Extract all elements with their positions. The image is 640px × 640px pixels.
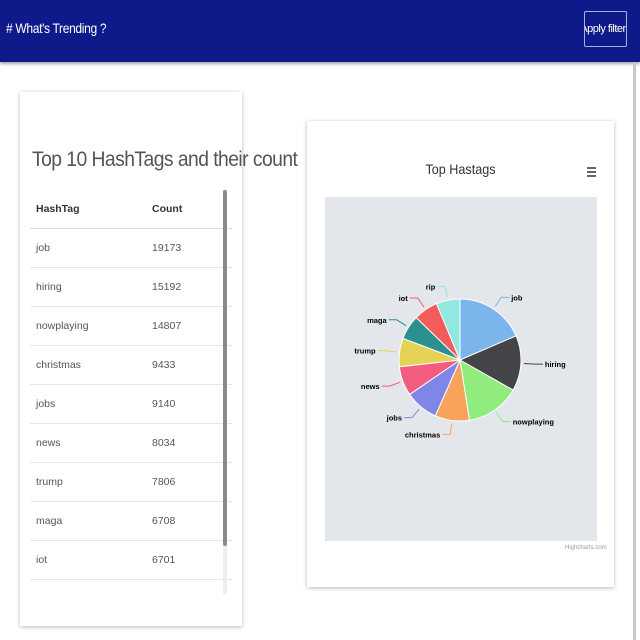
table-scrollbar[interactable] (223, 190, 227, 594)
hashtag-table: HashTag Count job 19173 hiring 15192 nowplay… (30, 190, 232, 580)
connector-news (381, 381, 401, 387)
table-row: news 8034 (30, 423, 232, 463)
data-label-hiring: hiring (545, 360, 566, 369)
table-row: maga 6708 (30, 501, 232, 541)
count-cell: 6701 (146, 540, 232, 580)
table-row: trump 7806 (30, 462, 232, 502)
pie-slice-hiring[interactable] (458, 335, 522, 391)
column-header-count: Count (146, 190, 232, 229)
hamburger-menu-icon[interactable] (587, 167, 596, 179)
connector-hiring (523, 362, 543, 365)
connector-job (494, 296, 510, 307)
connector-nowplaying (496, 412, 511, 423)
data-label-news: news (361, 382, 380, 391)
hashtag-cell: jobs (30, 384, 146, 424)
hashtag-cell: hiring (30, 267, 146, 307)
connector-jobs (404, 408, 420, 419)
chart-plot-area: job hiring nowplaying christmas jobs news trum… (325, 197, 597, 541)
hashtag-cell: job (30, 228, 146, 268)
apply-filters-button[interactable]: Apply filters (584, 11, 627, 47)
count-cell: 19173 (146, 228, 232, 268)
count-cell: 9433 (146, 345, 232, 385)
connector-rip (437, 285, 448, 298)
count-cell: 14807 (146, 306, 232, 346)
count-cell: 9140 (146, 384, 232, 424)
connector-maga (388, 319, 407, 327)
pie-slice-job[interactable] (459, 298, 517, 361)
data-label-jobs: jobs (386, 414, 402, 423)
data-label-christmas: christmas (405, 430, 440, 439)
chart-card: Top Hastags job hiring nowplaying christmas… (307, 121, 614, 587)
table-header-row: HashTag Count (30, 190, 232, 229)
hashtag-cell: iot (30, 540, 146, 580)
navbar: # What's Trending ? Apply filters (0, 0, 640, 62)
table-row: jobs 9140 (30, 384, 232, 424)
data-label-rip: rip (426, 282, 436, 291)
hashtag-cell: trump (30, 462, 146, 502)
app-title: # What's Trending ? (6, 20, 107, 36)
table-scrollbar-thumb[interactable] (223, 190, 227, 546)
hashtag-cell: maga (30, 501, 146, 541)
data-label-maga: maga (367, 316, 387, 325)
data-label-nowplaying: nowplaying (513, 418, 555, 427)
table-row: nowplaying 14807 (30, 306, 232, 346)
hashtag-cell: nowplaying (30, 306, 146, 346)
connector-christmas (442, 423, 453, 435)
chart-title: Top Hastags (425, 161, 496, 177)
table-row: hiring 15192 (30, 267, 232, 307)
table-row: christmas 9433 (30, 345, 232, 385)
table-scroll-area: HashTag Count job 19173 hiring 15192 nowplay… (30, 190, 240, 592)
data-label-iot: iot (399, 294, 409, 303)
chart-credits[interactable]: Highcharts.com (565, 545, 607, 551)
page-scrollbar[interactable] (633, 62, 636, 640)
hashtag-cell: christmas (30, 345, 146, 385)
data-label-job: job (510, 293, 523, 302)
table-row: iot 6701 (30, 540, 232, 580)
data-label-trump: trump (354, 347, 376, 356)
pie-slice-nowplaying[interactable] (459, 359, 514, 421)
count-cell: 6708 (146, 501, 232, 541)
pie-slice-rip[interactable] (435, 298, 461, 361)
hashtag-cell: news (30, 423, 146, 463)
connector-iot (409, 297, 425, 308)
hashtag-table-card: Top 10 HashTags and their count HashTag … (20, 92, 298, 626)
connector-trump (377, 350, 397, 353)
count-cell: 8034 (146, 423, 232, 463)
table-row: job 19173 (30, 228, 232, 268)
table-title: Top 10 HashTags and their count (32, 148, 298, 171)
column-header-hashtag: HashTag (30, 190, 146, 229)
count-cell: 7806 (146, 462, 232, 502)
count-cell: 15192 (146, 267, 232, 307)
